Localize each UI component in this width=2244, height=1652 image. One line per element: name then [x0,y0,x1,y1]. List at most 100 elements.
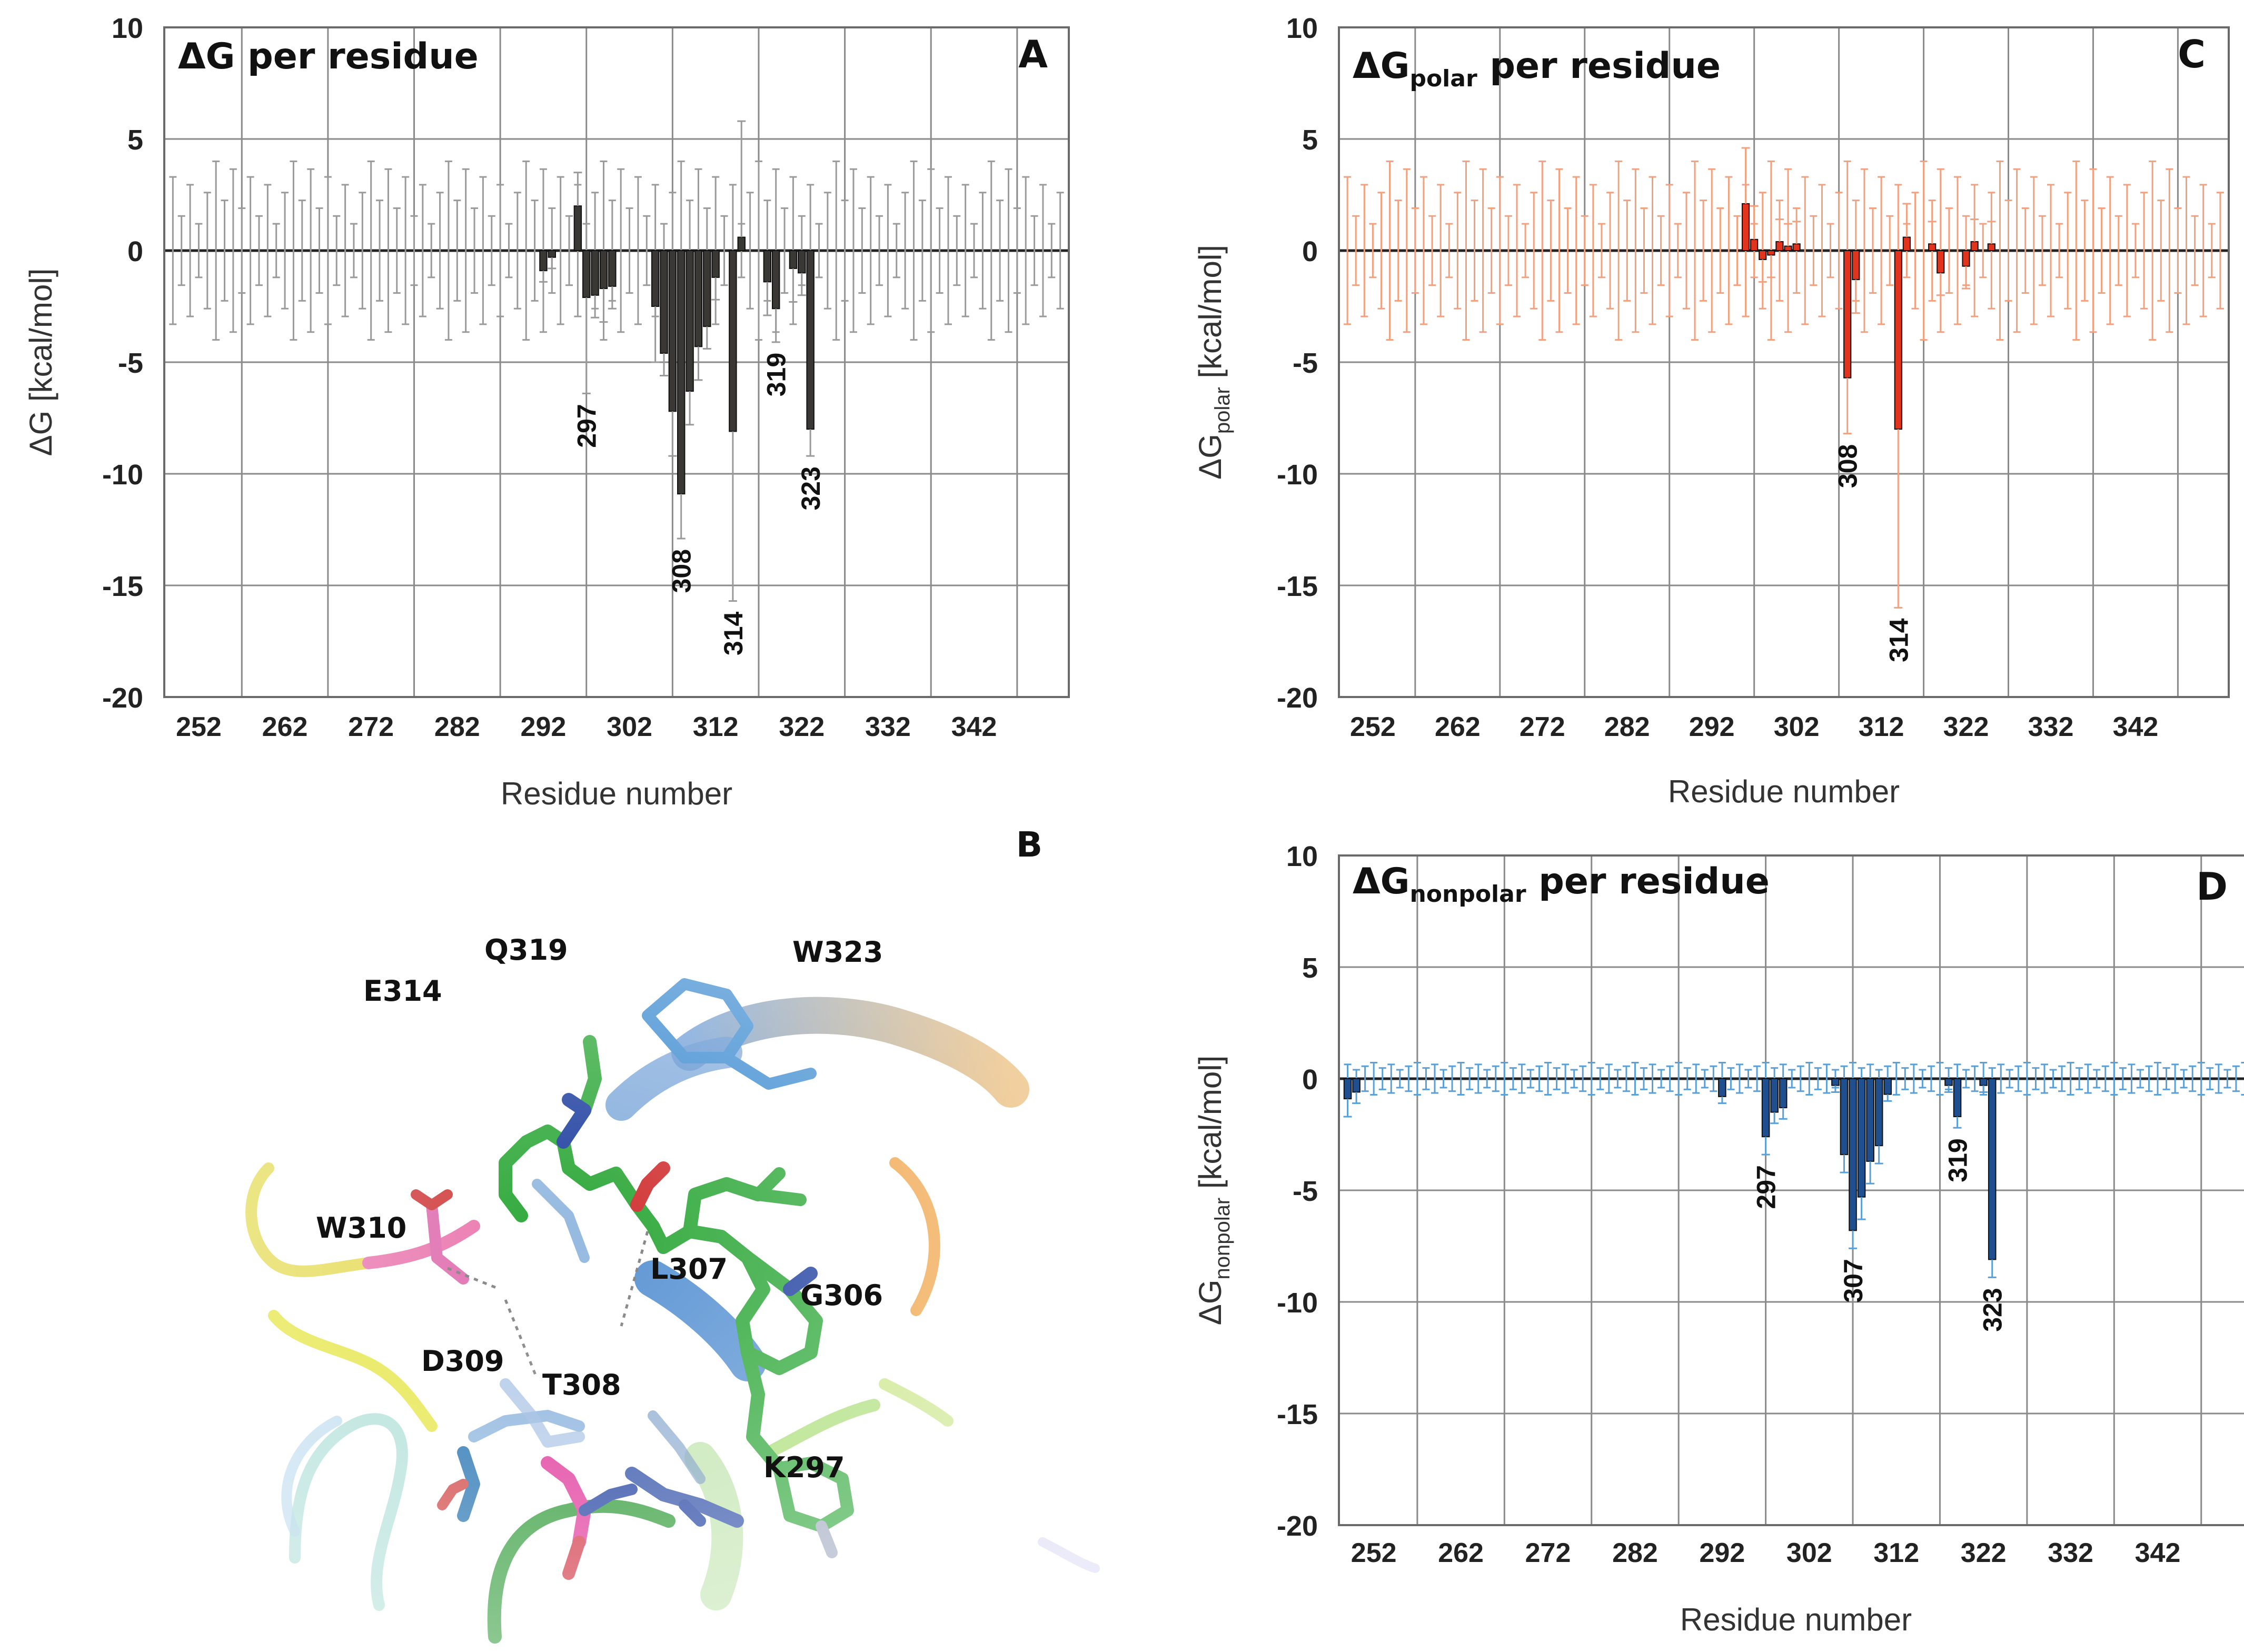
data-bar [1718,1078,1726,1097]
x-tick-label: 282 [1604,712,1650,742]
panel-a-x-axis-label: Residue number [501,776,732,811]
data-bar [1750,238,1759,251]
data-bar [1352,1078,1361,1093]
residue-label: D309 [421,1345,504,1378]
data-bar [608,250,617,287]
x-tick-label: 252 [176,712,222,742]
panel-c-x-axis-label: Residue number [1668,774,1900,809]
panel-a-y-axis-label: ΔG [kcal/mol] [23,268,58,456]
residue-label: L307 [650,1252,728,1286]
x-tick-label: 322 [1961,1538,2007,1568]
data-bar [582,250,591,298]
data-bar [1852,250,1860,281]
x-tick-label: 282 [1612,1538,1658,1568]
x-tick-label: 342 [2135,1538,2181,1568]
data-bar [1883,1078,1892,1095]
y-tick-label: -5 [1293,347,1318,379]
data-bar [668,250,677,412]
panel-a-letter: A [1018,32,1048,76]
data-bar [1902,236,1911,251]
data-bar [1866,1078,1874,1162]
panel-c-chart: 10 5 0 -5 -10 -15 -20 252 262 272 282 292 302 312 322… [1193,13,2230,809]
panel-a-annotations: 297 308 314 319 323 [572,353,826,655]
y-tick-label: -5 [118,347,143,379]
residue-label: G306 [800,1279,883,1312]
data-bar [591,250,599,296]
panel-b-residue-labels: Q319 W323 E314 W310 L307 G306 D309 T308 K297 [316,933,883,1484]
panel-d-plot-frame [1338,854,2244,1526]
y-tick-label: 0 [127,236,143,267]
panel-b-letter: B [1016,826,1042,865]
residue-label: T308 [542,1368,621,1401]
x-tick-label: 302 [1786,1538,1832,1568]
data-bar [1779,1078,1788,1109]
bar-annotation-label: 314 [1884,618,1913,662]
panel-a-title: ΔG per residue [178,36,479,77]
data-bar [1937,250,1945,274]
y-tick-label: -20 [1277,682,1318,714]
residue-label: E314 [363,974,442,1008]
residue-label: W310 [316,1211,406,1245]
data-bar [1792,243,1801,251]
bar-annotation-label: 314 [719,612,748,656]
panel-b-molecular-structure: Q319 W323 E314 W310 L307 G306 D309 T308 K297 B [0,826,1122,1652]
y-tick-label: -5 [1293,1176,1318,1207]
panel-c-letter: C [2178,32,2206,76]
data-bar [729,250,737,432]
data-bar [798,250,806,274]
residue-label: K297 [763,1451,845,1484]
y-tick-label: -15 [1277,571,1318,602]
data-bar [677,250,686,495]
panel-c-x-ticks: 252 262 272 282 292 302 312 322 332 342 [1350,712,2158,742]
panel-d-grid [1339,854,2244,1526]
y-tick-label: 5 [1302,952,1318,984]
x-tick-label: 292 [1689,712,1735,742]
data-bar [763,250,772,283]
data-bar [686,250,694,392]
bar-annotation-label: 308 [667,549,697,593]
panel-d-y-axis-label: ΔGnonpolar [kcal/mol] [1193,1056,1234,1326]
bar-annotation-label: 319 [762,353,791,396]
y-tick-label: -20 [102,682,143,714]
data-bar [1831,1078,1840,1086]
y-tick-label: 5 [1302,124,1318,156]
x-tick-label: 272 [1525,1538,1571,1568]
data-bar [1843,250,1852,379]
x-tick-label: 262 [1438,1538,1484,1568]
panel-d-x-axis-label: Residue number [1680,1602,1912,1637]
data-bar [1979,1078,1988,1086]
data-bar [539,250,548,272]
panel-c-y-axis-label-full: ΔGpolar [kcal/mol] [1193,245,1234,480]
y-tick-label: -15 [102,571,143,602]
x-tick-label: 302 [607,712,652,742]
data-bar [1894,250,1902,430]
panel-d-letter: D [2196,864,2228,909]
data-bar [1857,1078,1866,1198]
x-tick-label: 342 [2113,712,2159,742]
panel-a-plot-frame [163,26,1070,698]
x-tick-label: 342 [951,712,997,742]
data-bar [1775,241,1784,252]
data-bar [1840,1078,1849,1156]
data-bar [1849,1078,1857,1231]
x-tick-label: 312 [1873,1538,1919,1568]
bar-annotation-label: 297 [1752,1165,1781,1209]
panel-a-grid [164,26,1069,698]
data-bar [599,250,608,290]
x-tick-label: 312 [693,712,739,742]
x-tick-label: 272 [348,712,394,742]
x-tick-label: 292 [521,712,567,742]
panel-c-title: ΔGpolar per residue [1353,45,1721,92]
x-tick-label: 252 [1351,1538,1397,1568]
data-bar [1987,243,1995,251]
x-tick-label: 292 [1700,1538,1745,1568]
data-bar [771,250,780,310]
x-tick-label: 332 [2048,1538,2093,1568]
panel-c-grid [1339,26,2229,698]
x-tick-label: 332 [2028,712,2074,742]
x-tick-label: 282 [434,712,480,742]
data-bar [1759,250,1767,260]
panel-a-chart: 10 5 0 -5 -10 -15 -20 252 262 272 282 292 302 312 322… [23,13,1070,811]
x-tick-label: 312 [1859,712,1904,742]
data-bar [1761,1078,1770,1138]
